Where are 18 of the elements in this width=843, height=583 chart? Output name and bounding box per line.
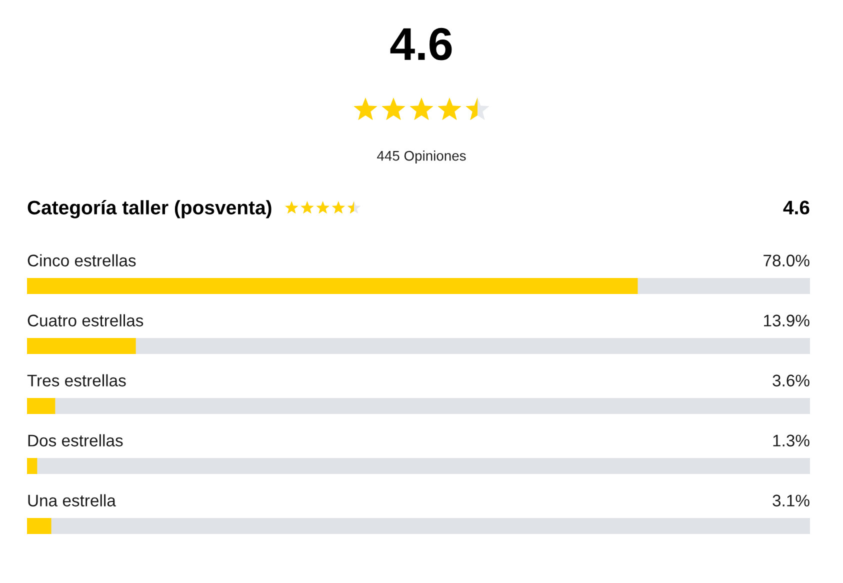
y-tick-label: Cinco estrellas (28, 254, 136, 266)
bar (27, 398, 56, 414)
data-label: 3.6% (772, 374, 810, 386)
data-label: 3.1% (772, 494, 810, 506)
y-tick-label: Dos estrellas (28, 434, 123, 446)
bar (27, 518, 52, 534)
text: 4.6 (390, 28, 452, 60)
data-label: 13.9% (764, 314, 810, 326)
y-tick-label: Cuatro estrellas (28, 314, 144, 326)
y-tick-label: Tres estrellas (27, 374, 126, 386)
bar (27, 458, 38, 474)
text: 4.6 (783, 200, 810, 214)
data-label: 1.3% (773, 434, 810, 446)
bar (27, 338, 136, 354)
data-label: 78.0% (764, 254, 810, 266)
chart-title: Categoría taller (posventa) (28, 200, 272, 218)
y-tick-label: Una estrella (28, 494, 116, 506)
text: 445 Opiniones (377, 150, 466, 164)
